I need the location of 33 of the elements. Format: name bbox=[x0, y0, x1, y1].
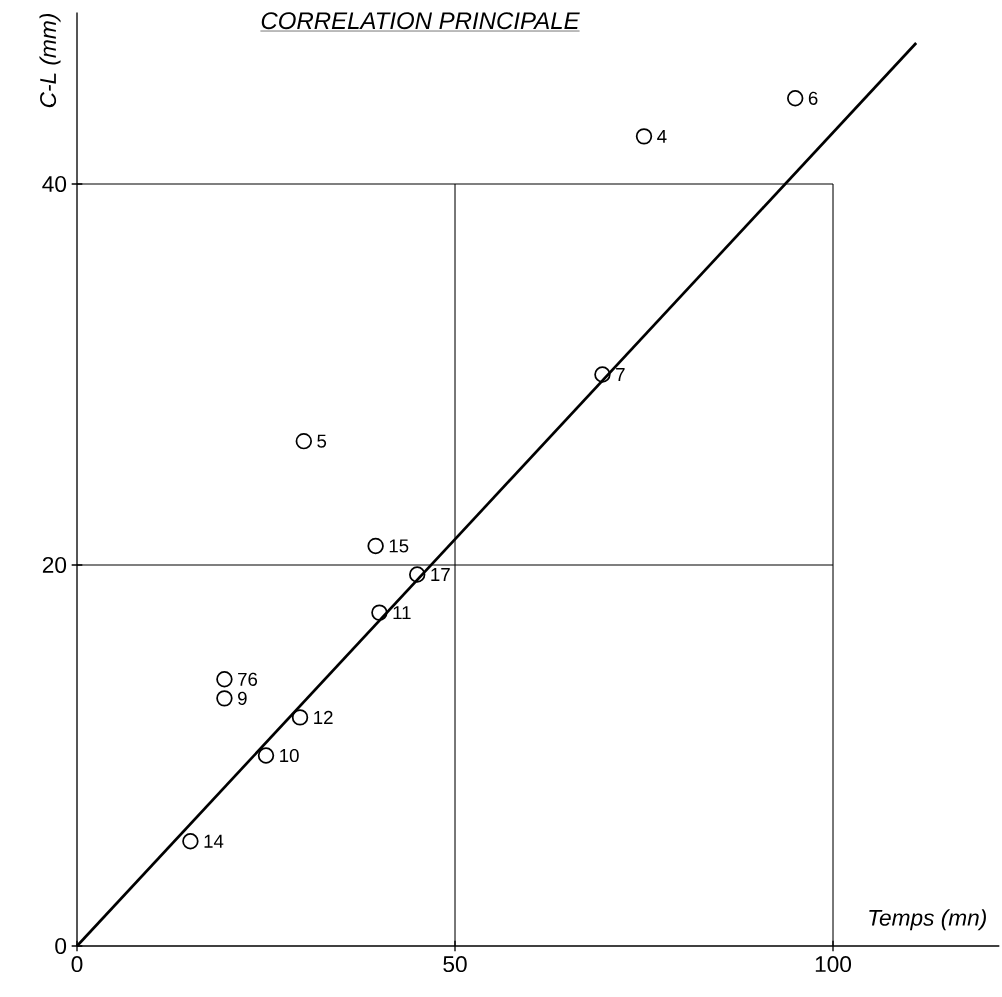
x-tick-label: 100 bbox=[815, 956, 852, 973]
y-tick-label: 40 bbox=[42, 175, 67, 193]
y-axis-title: C-L (mm) bbox=[39, 14, 61, 108]
point bbox=[216, 690, 233, 707]
annotation: 76 bbox=[238, 672, 258, 686]
point bbox=[216, 671, 233, 688]
annotation: 7 bbox=[616, 368, 625, 381]
point bbox=[409, 566, 426, 583]
annotation: 9 bbox=[238, 691, 247, 705]
annotation: 14 bbox=[204, 834, 224, 848]
annotation: 10 bbox=[280, 748, 299, 763]
point bbox=[182, 833, 199, 850]
point bbox=[367, 537, 384, 555]
x-axis-title: Temps (mn) bbox=[869, 909, 986, 931]
annotation: 17 bbox=[431, 568, 450, 581]
point bbox=[594, 366, 611, 383]
y-tick-label: 0 bbox=[55, 937, 67, 955]
annotation: 4 bbox=[657, 129, 667, 143]
annotation: 6 bbox=[808, 91, 818, 105]
x-tick-label: 0 bbox=[71, 956, 83, 973]
annotation: 12 bbox=[314, 710, 333, 724]
point bbox=[371, 604, 388, 621]
annotation: 11 bbox=[393, 606, 411, 620]
point bbox=[787, 90, 804, 107]
chart-title: CORRELATION PRINCIPALE bbox=[261, 12, 580, 30]
point bbox=[257, 747, 275, 764]
point bbox=[295, 432, 313, 450]
annotation: 15 bbox=[389, 539, 409, 553]
y-tick-label: 20 bbox=[42, 556, 67, 574]
point bbox=[291, 709, 309, 726]
annotation: 5 bbox=[317, 434, 327, 448]
x-tick-label: 50 bbox=[443, 956, 467, 973]
point bbox=[635, 128, 653, 145]
